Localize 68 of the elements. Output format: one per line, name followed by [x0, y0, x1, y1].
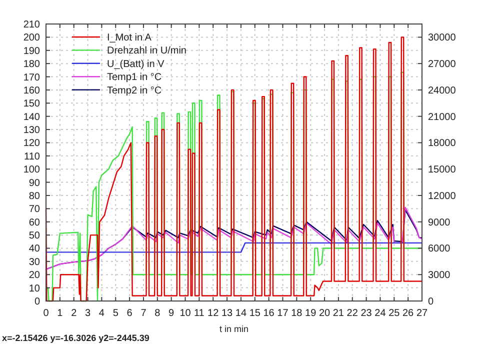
- y-tick-label: 30: [28, 256, 40, 268]
- x-tick-label: 11: [194, 308, 205, 319]
- y2-tick-label: 3000: [428, 270, 451, 282]
- y-tick-label: 140: [23, 112, 40, 123]
- y-tick-label: 10: [28, 283, 40, 294]
- x-tick-label: 13: [221, 308, 234, 319]
- y-tick-label: 70: [28, 204, 40, 216]
- y2-tick-label: 0: [428, 296, 434, 308]
- y-tick-label: 60: [28, 217, 40, 228]
- y-tick-label: 210: [23, 20, 40, 30]
- x-tick-label: 5: [112, 308, 119, 319]
- legend-label: Temp1 in °C: [107, 72, 162, 84]
- y-tick-label: 50: [28, 230, 40, 242]
- y-tick-label: 100: [23, 164, 40, 176]
- x-tick-label: 26: [402, 308, 414, 319]
- y-tick-label: 90: [28, 178, 40, 189]
- x-tick-label: 3: [84, 308, 91, 319]
- y-tick-label: 130: [23, 125, 40, 136]
- x-tick-label: 22: [346, 308, 358, 319]
- x-tick-label: 7: [140, 308, 147, 319]
- x-tick-label: 23: [360, 308, 372, 319]
- x-tick-label: 10: [180, 308, 192, 319]
- y-tick-label: 80: [28, 190, 40, 202]
- y2-tick-label: 6000: [428, 244, 451, 255]
- y-tick-label: 150: [23, 98, 40, 110]
- x-tick-label: 1: [57, 308, 64, 319]
- x-tick-label: 8: [154, 308, 161, 319]
- x-tick-label: 18: [291, 308, 303, 319]
- y-tick-label: 0: [34, 296, 40, 308]
- y2-tick-label: 30000: [428, 32, 456, 44]
- y-tick-label: 120: [23, 138, 40, 150]
- legend-label: U_(Batt) in V: [107, 58, 165, 70]
- y-tick-label: 180: [23, 59, 40, 70]
- text: x=-2.15426 y=-16.3026 y2=-2445.39: [2, 333, 150, 343]
- x-tick-label: 27: [416, 308, 428, 319]
- y-tick-label: 20: [28, 270, 40, 282]
- x-axis-title: t in min: [219, 324, 249, 334]
- legend-label: I_Mot in A: [107, 32, 152, 44]
- x-tick-label: 12: [208, 308, 220, 319]
- legend-label: Temp2 in °C: [107, 85, 162, 96]
- y-tick-label: 160: [23, 85, 40, 96]
- x-tick-label: 6: [126, 308, 133, 319]
- y-tick-label: 170: [23, 72, 40, 84]
- x-tick-label: 17: [277, 308, 289, 319]
- x-tick-label: 14: [235, 308, 247, 319]
- y2-tick-label: 24000: [428, 85, 456, 96]
- x-tick-label: 21: [332, 308, 344, 319]
- y2-tick-label: 27000: [428, 59, 456, 70]
- y2-tick-label: 15000: [428, 164, 456, 176]
- y-tick-label: 190: [23, 46, 40, 57]
- legend-label: Drehzahl in U/min: [107, 46, 186, 57]
- y-tick-label: 40: [28, 244, 40, 255]
- y2-tick-label: 21000: [428, 112, 456, 123]
- y-tick-label: 110: [24, 151, 40, 162]
- x-tick-label: 4: [98, 308, 105, 319]
- x-tick-label: 25: [388, 308, 400, 319]
- x-tick-label: 19: [305, 308, 317, 319]
- y2-tick-label: 18000: [428, 138, 456, 150]
- y2-tick-label: 12000: [428, 190, 456, 202]
- x-tick-label: 24: [374, 308, 386, 319]
- x-tick-label: 20: [318, 308, 331, 319]
- x-tick-label: 0: [43, 308, 50, 319]
- x-tick-label: 16: [263, 308, 275, 319]
- x-tick-label: 9: [168, 308, 175, 319]
- y2-tick-label: 9000: [428, 217, 451, 228]
- x-tick-label: 15: [249, 308, 261, 319]
- y-tick-label: 200: [23, 32, 40, 44]
- x-tick-label: 2: [71, 308, 78, 319]
